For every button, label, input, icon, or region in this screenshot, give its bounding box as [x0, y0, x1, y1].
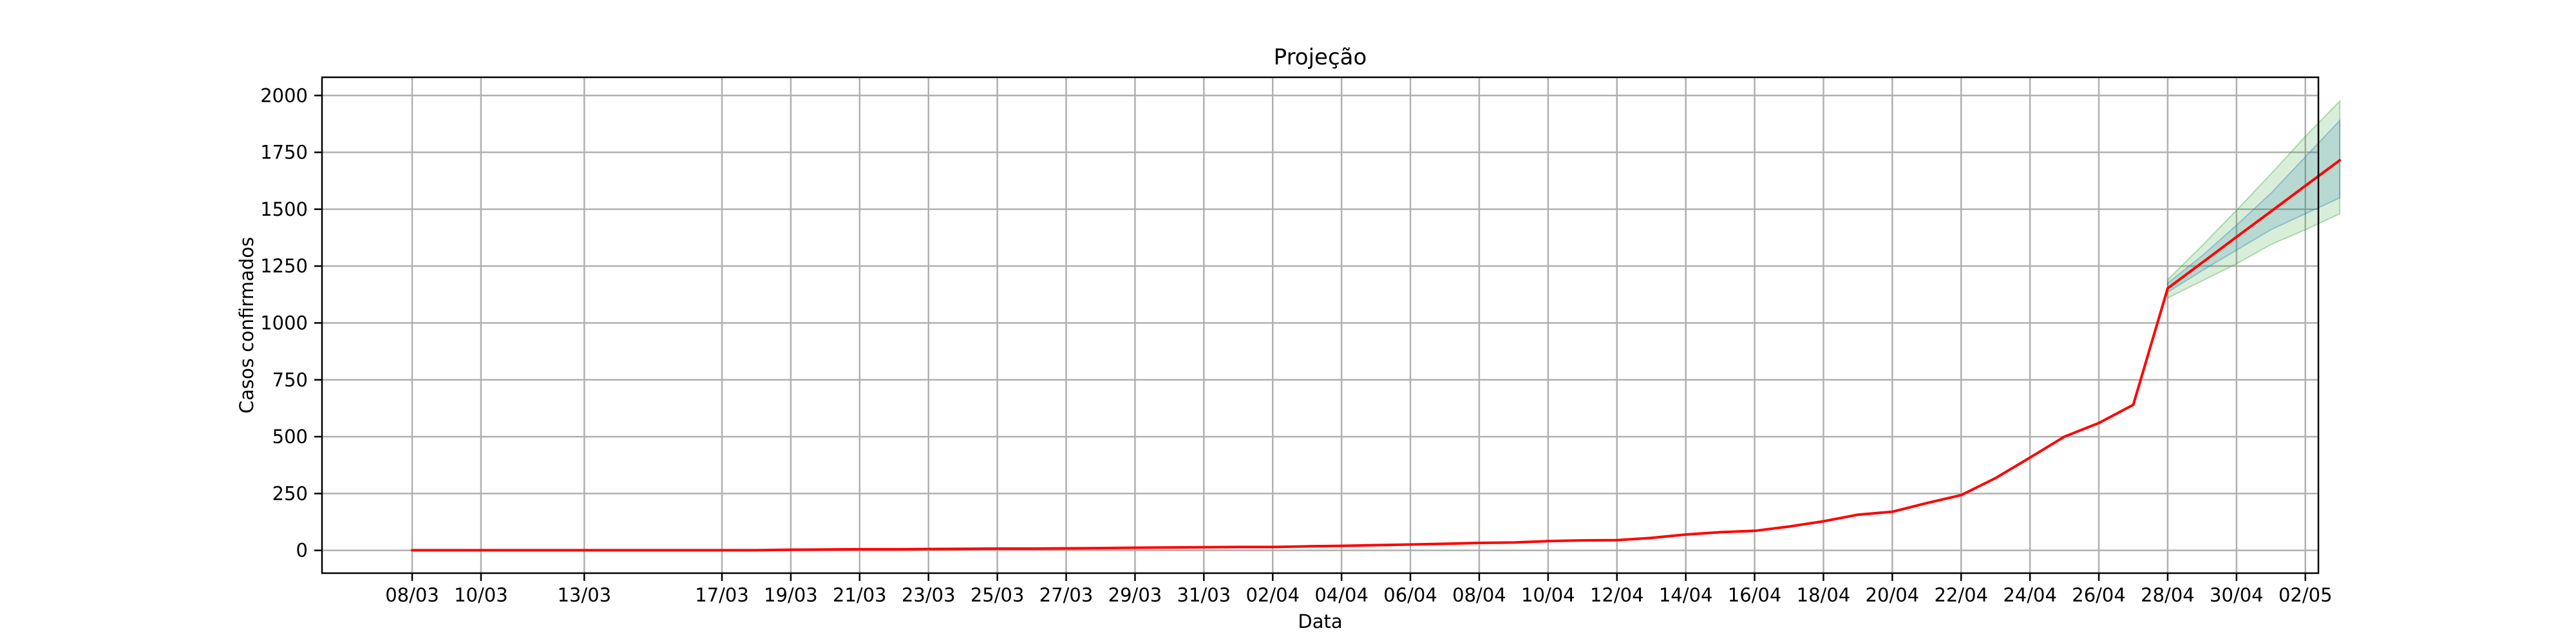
y-tick-label: 500	[272, 426, 308, 448]
x-tick-label: 18/04	[1797, 584, 1851, 606]
x-tick-label: 31/03	[1177, 584, 1231, 606]
x-tick-label: 25/03	[971, 584, 1025, 606]
x-tick-label: 08/04	[1452, 584, 1506, 606]
x-tick-label: 24/04	[2003, 584, 2057, 606]
x-tick-label: 21/03	[833, 584, 887, 606]
plot-frame	[321, 76, 2320, 574]
x-tick-label: 30/04	[2210, 584, 2264, 606]
x-tick-label: 27/03	[1039, 584, 1094, 606]
x-tick-label: 17/03	[695, 584, 749, 606]
x-tick-label: 22/04	[1934, 584, 1988, 606]
x-tick-label: 02/05	[2278, 584, 2333, 606]
confidence-bands	[2166, 99, 2341, 299]
y-tick-label: 1500	[260, 198, 308, 220]
x-tick-label: 06/04	[1383, 584, 1437, 606]
y-axis-label: Casos confirmados	[236, 237, 258, 413]
chart-title: Projeção	[1274, 44, 1367, 70]
y-axis-ticks: 0 250 500 750 1000 1250 1500 1750 2000	[260, 84, 322, 562]
y-tick-label: 750	[272, 369, 308, 391]
grid-layer	[322, 77, 2318, 573]
y-tick-label: 1750	[260, 142, 308, 164]
x-tick-label: 10/04	[1521, 584, 1575, 606]
x-tick-label: 04/04	[1314, 584, 1368, 606]
confidence-band	[2166, 118, 2341, 294]
confidence-band	[2166, 99, 2341, 299]
x-axis-label: Data	[1298, 611, 1342, 632]
x-tick-label: 02/04	[1245, 584, 1300, 606]
x-tick-label: 08/03	[385, 584, 439, 606]
y-tick-label: 0	[296, 540, 308, 562]
y-tick-label: 1000	[260, 312, 308, 334]
x-tick-label: 12/04	[1590, 584, 1644, 606]
series-line	[411, 158, 2342, 552]
x-tick-label: 19/03	[764, 584, 818, 606]
x-tick-label: 13/03	[557, 584, 611, 606]
x-tick-label: 29/03	[1108, 584, 1162, 606]
y-tick-label: 1250	[260, 255, 308, 277]
x-tick-label: 23/03	[902, 584, 956, 606]
series-layer	[411, 158, 2342, 552]
x-tick-label: 10/03	[454, 584, 508, 606]
x-tick-label: 14/04	[1659, 584, 1713, 606]
y-tick-label: 2000	[260, 84, 308, 106]
x-tick-label: 16/04	[1728, 584, 1782, 606]
x-tick-label: 26/04	[2072, 584, 2126, 606]
x-axis-ticks: 08/03 10/03 13/03 17/03 19/03 21/03 23/03 25/03…	[385, 573, 2333, 606]
x-tick-label: 28/04	[2141, 584, 2195, 606]
y-tick-label: 250	[272, 482, 308, 504]
x-tick-label: 20/04	[1866, 584, 1920, 606]
